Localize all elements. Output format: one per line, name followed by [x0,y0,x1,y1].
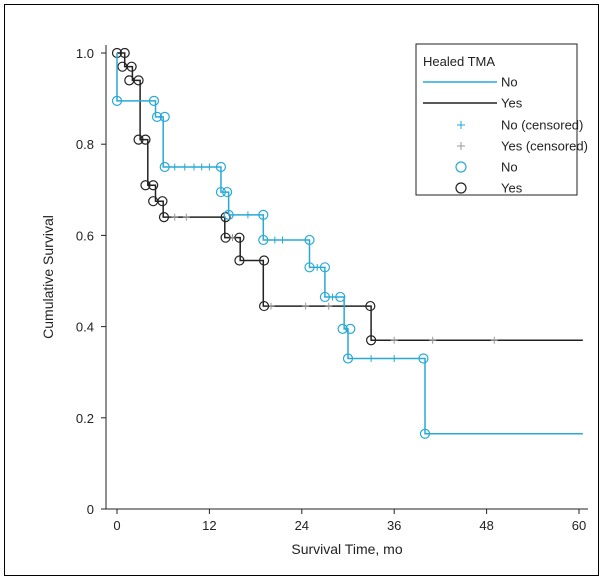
event-marker-yes [158,212,170,223]
censor-mark-yes [490,336,498,344]
legend-event-swatch [455,161,467,173]
ticks: 0 0.2 0.4 0.6 0.8 1.0 0 12 24 36 48 60 [76,46,586,533]
survival-chart: 0 0.2 0.4 0.6 0.8 1.0 0 12 24 36 48 60 Survival Tim… [40,43,588,557]
censor-mark-no [313,263,321,271]
x-tick-label: 48 [479,518,493,533]
legend-label: Yes [501,96,523,111]
event-marker-no [418,353,429,364]
legend-label: No [501,160,518,175]
event-marker-yes [148,180,159,191]
series-layer [111,47,583,439]
event-marker-yes [258,255,270,266]
event-marker-yes [126,61,137,72]
y-tick-label: 0.6 [76,228,94,243]
censor-mark-no [271,236,279,244]
y-tick-label: 1.0 [76,46,94,61]
series-yes [111,47,583,346]
legend-event-swatch [455,182,467,194]
censor-mark-no [181,163,189,171]
event-marker-no [159,111,170,122]
event-marker-no [151,111,163,122]
x-tick-label: 24 [295,518,309,533]
censor-mark-yes [429,336,437,344]
event-marker-no [222,186,233,198]
legend-label: Yes (censored) [501,139,588,154]
legend-box [415,43,578,196]
event-marker-yes [140,134,151,145]
x-axis-label: Survival Time, mo [291,541,402,557]
event-marker-no [319,291,330,303]
y-tick-label: 0.8 [76,137,94,152]
censor-mark-no [367,355,375,363]
event-marker-no [419,428,431,439]
y-tick-label: 0.4 [76,320,94,335]
event-marker-no [319,262,330,273]
axes [105,45,588,510]
event-marker-no [111,95,123,106]
x-tick-label: 0 [113,518,120,533]
censor-mark-no [279,236,287,244]
event-marker-yes [234,232,245,243]
censor-mark-no [205,163,213,171]
event-marker-no [215,161,227,173]
legend-label: No [501,75,518,90]
event-marker-no [304,262,315,273]
figure-frame: 0 0.2 0.4 0.6 0.8 1.0 0 12 24 36 48 60 Survival Tim… [4,4,599,576]
event-marker-yes [220,232,231,243]
event-marker-yes [234,255,245,266]
censor-mark-yes [302,302,310,310]
x-tick-label: 60 [572,518,586,533]
event-marker-yes [258,300,270,312]
censor-mark-no [390,355,398,363]
event-marker-yes [366,335,377,346]
legend-censor-swatch [457,121,465,129]
survival-curve-yes [117,52,583,342]
legend-title: Healed TMA [423,54,495,69]
censor-mark-no [198,163,206,171]
x-tick-label: 36 [387,518,401,533]
event-marker-no [342,353,354,364]
legend-label: Yes [501,181,523,196]
event-marker-yes [119,47,130,59]
censor-mark-no [329,293,337,301]
event-marker-no [335,291,346,303]
legend-censor-swatch [457,142,465,150]
event-marker-yes [140,180,151,191]
event-marker-no [337,323,348,334]
event-marker-yes [157,196,168,207]
censor-mark-yes [171,213,179,221]
event-marker-no [258,234,269,246]
event-marker-no [148,95,160,106]
event-marker-no [215,186,227,198]
event-marker-yes [365,300,376,312]
legend-entries: No Yes No (censored) Yes (censored) No Yes [423,75,588,196]
event-marker-no [304,234,315,246]
event-marker-yes [133,75,144,86]
censor-mark-yes [390,336,398,344]
y-axis-label: Cumulative Survival [40,215,56,339]
event-marker-no [258,209,269,220]
series-no [111,53,583,439]
legend: Healed TMA No Yes No (censored) Yes (censor… [415,43,588,196]
censor-mark-yes [325,302,333,310]
event-marker-no [345,323,356,334]
censor-mark-yes [182,213,190,221]
x-tick-label: 12 [202,518,216,533]
event-marker-no [223,209,234,220]
legend-label: No (censored) [501,118,583,133]
y-tick-label: 0.2 [76,411,94,426]
event-marker-yes [220,212,231,223]
event-marker-no [159,161,170,173]
censor-mark-no [171,163,179,171]
y-tick-label: 0 [87,502,94,517]
censor-mark-no [190,163,198,171]
censor-mark-no [244,211,252,219]
event-marker-yes [133,134,144,145]
